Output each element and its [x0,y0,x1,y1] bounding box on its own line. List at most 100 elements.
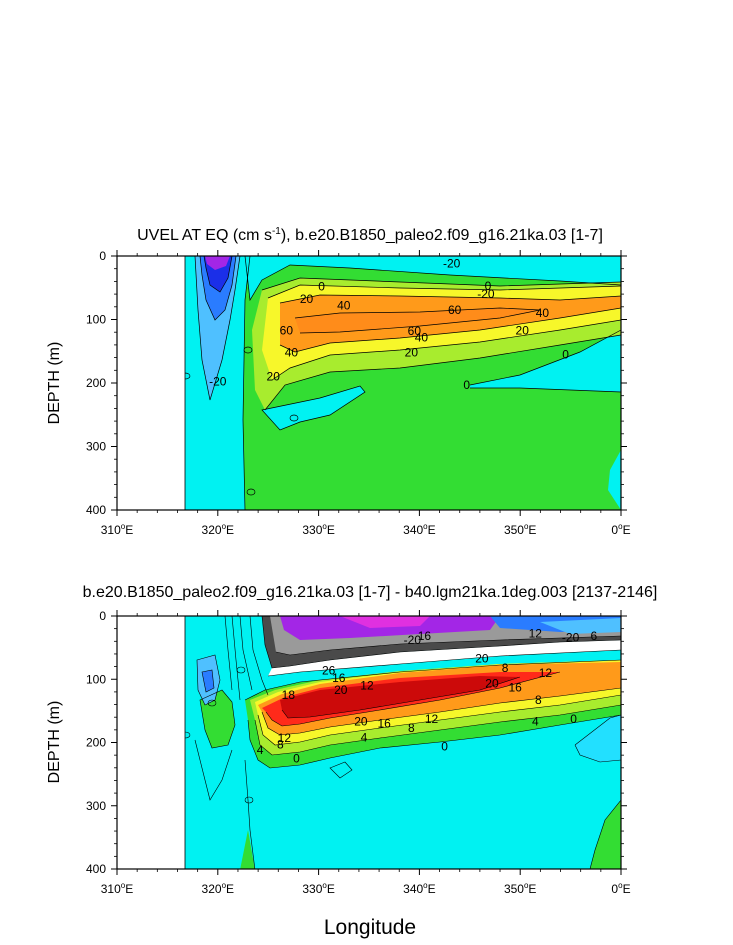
top-contour-label: 40 [415,330,429,344]
top-contour-label: 40 [337,299,351,313]
bottom-ylabel: DEPTH (m) [46,701,63,784]
bottom-contour-line [239,616,253,691]
top-contour-line [469,329,621,386]
bottom-contour-label: 12 [539,666,553,680]
bottom-fill-lightblue [540,618,621,634]
bottom-contour-line [247,714,621,769]
bottom-contour-line [196,654,221,706]
top-xtick-label: 350oE [504,522,537,537]
bottom-xtick-label: 330oE [302,881,335,896]
top-contour-line [194,256,241,401]
top-contour-label: 60 [448,303,462,317]
bottom-contour-label: 4 [532,715,539,729]
top-ylabel: DEPTH (m) [46,342,63,425]
bottom-fill-east-patch [575,715,621,762]
bottom-fill-green-se [590,800,621,869]
top-contour-label: 0 [485,279,492,293]
top-xtick-label: 320oE [202,522,235,537]
top-contour-line [289,414,299,422]
bottom-contour-line [199,689,236,749]
bottom-contour-label: 20 [334,683,348,697]
bottom-contour-line [236,666,246,674]
bottom-fill-purple [280,616,500,640]
top-fill-jet-purple [205,256,230,270]
top-contour-label: 0 [318,279,325,293]
top-fill-cyan-east [470,330,621,392]
bottom-ytick-label: 400 [86,862,106,876]
bottom-fill-white-band [268,640,621,676]
bottom-contour-line [207,699,217,707]
top-contour-label: -20 [209,375,227,389]
top-panel: UVEL AT EQ (cm s-1), b.e20.B1850_paleo2.… [46,226,631,537]
bottom-xtick-label: 320oE [202,881,235,896]
bottom-contour-line [194,739,233,801]
bottom-contour-line [271,639,621,669]
top-fill-cyan-se [608,450,621,510]
bottom-contour-line [249,616,269,696]
bottom-contour-line [224,616,233,691]
bottom-xlabel: Longitude [324,916,416,939]
bottom-contour-label: 20 [485,677,499,691]
top-fill-orange-core [295,308,540,333]
bottom-contour-label: 16 [332,671,346,685]
top-contour-line [299,309,541,334]
top-fill-cyan-surface [245,256,621,300]
bottom-contour-label: 20 [354,715,368,729]
top-ytick-label: 300 [86,440,106,454]
top-ytick-label: 200 [86,376,106,390]
bottom-contour-lines [179,616,621,869]
top-contour-label: 20 [300,292,314,306]
top-contour-lines [179,256,621,510]
top-contour-label: 60 [280,323,294,337]
top-contour-label: -20 [443,257,461,271]
top-contour-line [243,346,253,354]
bottom-contour-line [254,704,621,756]
bottom-fill-green-west [200,690,235,748]
top-contour-line [261,385,366,431]
bottom-contour-label: 8 [535,693,542,707]
bottom-contour-label: 8 [277,737,284,751]
top-contour-line [199,256,237,321]
top-ytick-label: 400 [86,503,106,517]
bottom-contour-label: 12 [425,712,439,726]
bottom-contour-label: 12 [360,679,374,693]
bottom-xtick-label: 340oE [403,881,436,896]
bottom-contour-label: -20 [404,633,422,647]
top-fill-orange [280,295,621,352]
bottom-contour-label: 16 [377,717,391,731]
bottom-contour-line [267,649,621,677]
bottom-contour-line [231,616,241,701]
bottom-contour-label: 6 [590,629,597,643]
bottom-fill-darkred [280,676,520,718]
top-contour-label: 0 [562,347,569,361]
top-xtick-label: 330oE [302,522,335,537]
bottom-contour-line [244,759,256,869]
top-contour-line [279,307,621,353]
bottom-fill-green-deep [240,830,255,869]
top-contour-line [470,387,621,393]
bottom-contour-label: 4 [257,743,264,757]
top-axes: 310oE 320oE 330oE 340oE 350oE 0oE010020030040… [86,249,631,537]
top-contour-label: 20 [516,323,530,337]
top-contour-line [279,294,621,304]
bottom-contour-line [257,694,621,746]
top-xtick-label: 340oE [403,522,436,537]
top-contour-line [203,256,233,293]
top-contour-label: -20 [477,287,495,301]
bottom-fill-magenta [340,616,430,628]
top-contour-line [267,284,621,299]
bottom-contour-label: 20 [475,651,489,665]
bottom-panel: b.e20.B1850_paleo2.f09_g16.21ka.03 [1-7]… [46,584,657,939]
top-contour-line [271,319,621,381]
top-ytick-label: 100 [86,313,106,327]
top-contour-fill [185,256,621,510]
bottom-contour-line [201,669,215,693]
top-ytick-label: 0 [99,249,106,263]
top-contour-line [261,277,621,291]
top-title: UVEL AT EQ (cm s-1), b.e20.B1850_paleo2.… [137,226,603,244]
top-fill-cyan-deep [262,386,365,430]
bottom-contour-line [329,761,353,779]
